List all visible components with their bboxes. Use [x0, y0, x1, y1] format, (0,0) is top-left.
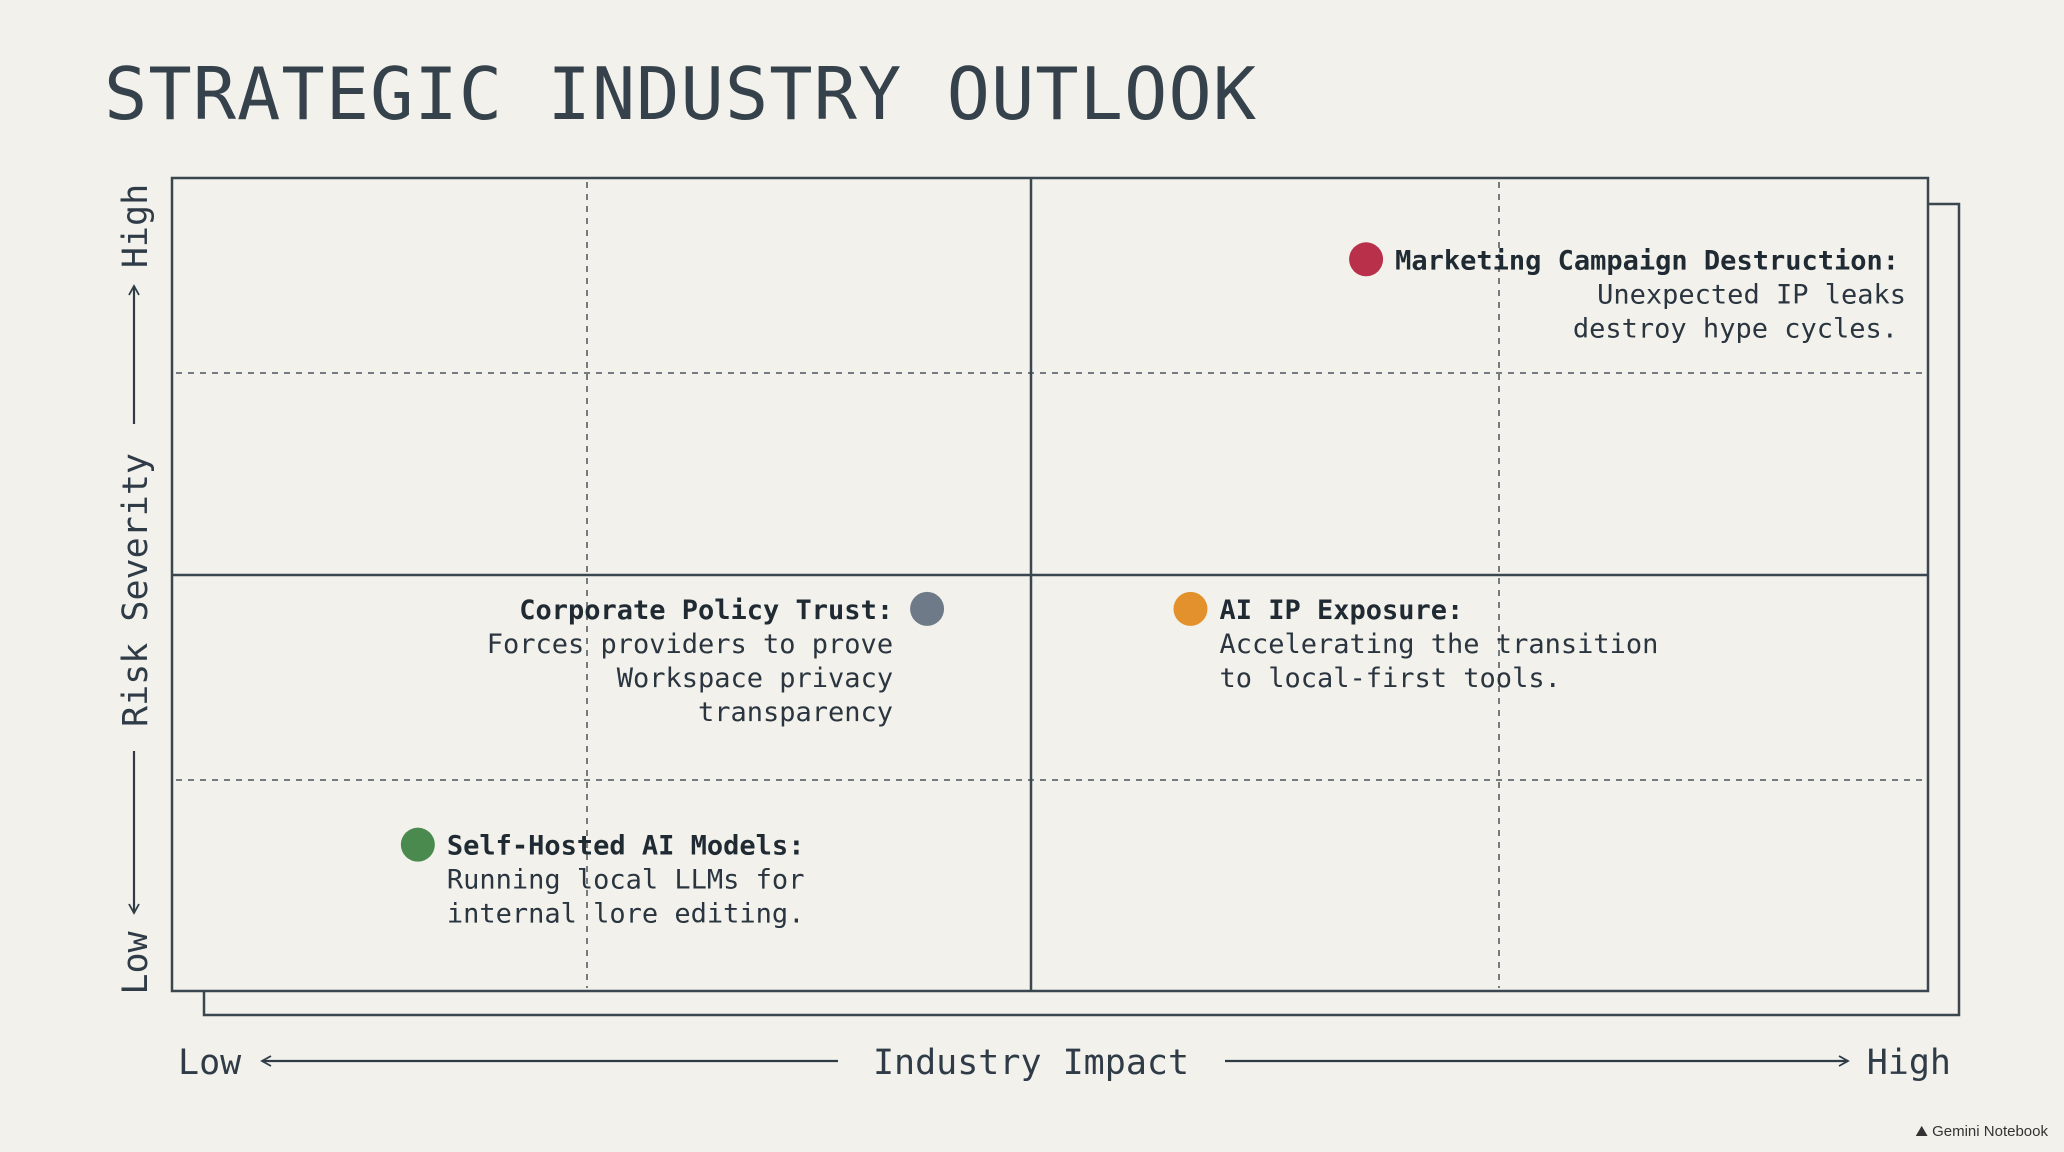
x-axis-low-label: Low	[178, 1043, 242, 1083]
page-title: STRATEGIC INDUSTRY OUTLOOK	[104, 52, 1258, 136]
points-layer: Marketing Campaign Destruction:Unexpecte…	[400, 242, 1906, 930]
plot-frame	[170, 176, 1930, 993]
data-point-description-line: destroy hype cycles.	[1573, 313, 1898, 344]
data-point-description-line: Running local LLMs for	[447, 865, 805, 896]
data-point-group: Marketing Campaign Destruction:Unexpecte…	[1349, 242, 1906, 344]
y-axis-label: Risk Severity	[116, 453, 156, 727]
notebook-logo-icon: ⛰	[1915, 1123, 1928, 1140]
data-point-marker	[1349, 242, 1384, 277]
data-point-description-line: transparency	[698, 697, 893, 728]
data-point-marker	[400, 827, 435, 862]
x-axis-high-label: High	[1867, 1043, 1951, 1083]
data-point-description-line: Accelerating the transition	[1219, 629, 1658, 660]
watermark: ⛰ Gemini Notebook	[1915, 1123, 2048, 1140]
data-point-description-line: internal lore editing.	[447, 899, 805, 930]
data-point-description-line: Unexpected IP leaks	[1597, 279, 1906, 310]
data-point-description-line: to local-first tools.	[1219, 663, 1560, 694]
data-point-title: AI IP Exposure:	[1219, 595, 1463, 626]
data-point-group: AI IP Exposure:Accelerating the transiti…	[1173, 591, 1658, 694]
data-point-description-line: Workspace privacy	[617, 663, 893, 694]
data-point-group: Self-Hosted AI Models:Running local LLMs…	[400, 827, 805, 930]
watermark-text: Gemini Notebook	[1932, 1123, 2048, 1140]
data-point-title: Self-Hosted AI Models:	[447, 831, 805, 862]
data-point-description-line: Forces providers to prove	[487, 629, 893, 660]
y-axis-low-label: Low	[116, 930, 156, 994]
data-point-marker	[910, 591, 945, 626]
data-point-title: Marketing Campaign Destruction:	[1395, 245, 1899, 276]
x-axis-label: Industry Impact	[873, 1043, 1189, 1083]
data-point-group: Corporate Policy Trust:Forces providers …	[487, 591, 945, 728]
data-point-title: Corporate Policy Trust:	[519, 595, 893, 626]
data-point-marker	[1173, 591, 1208, 626]
y-axis-high-label: High	[116, 184, 156, 268]
